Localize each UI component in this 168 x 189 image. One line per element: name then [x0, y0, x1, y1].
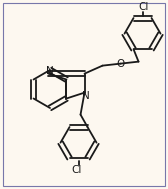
Text: Cl: Cl	[71, 165, 82, 175]
Text: Cl: Cl	[138, 2, 149, 12]
Text: N: N	[82, 91, 89, 101]
Text: O: O	[116, 59, 125, 69]
Text: N: N	[46, 66, 53, 76]
